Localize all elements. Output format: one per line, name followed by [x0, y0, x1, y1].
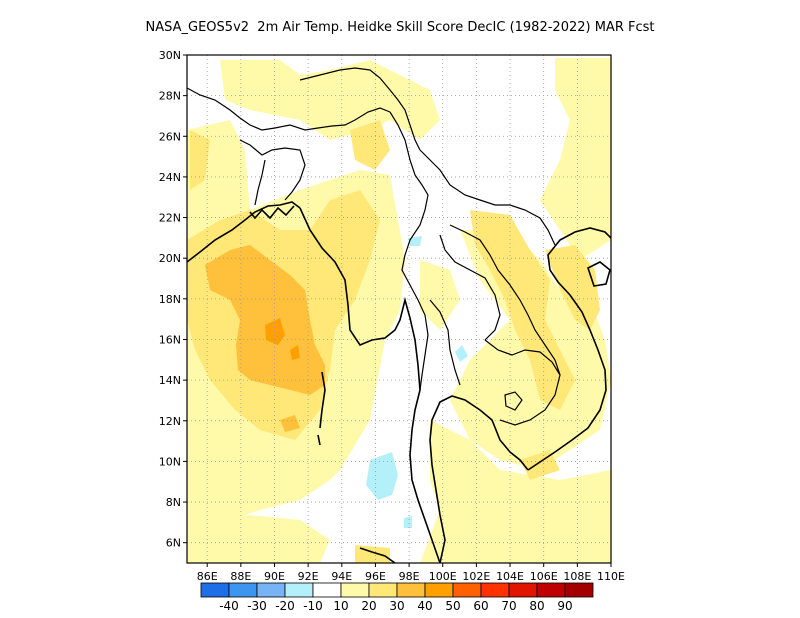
colorbar-swatch: [312, 582, 342, 598]
lon-tick-label: 102E: [462, 570, 490, 583]
shade-medium-ne: [350, 120, 390, 170]
colorbar-swatch: [256, 582, 286, 598]
shade-negative-sea: [366, 452, 398, 500]
colorbar-label: 10: [333, 599, 348, 613]
colorbar-swatch: [228, 582, 258, 598]
colorbar-label: -20: [275, 599, 295, 613]
lat-tick-label: 28N: [159, 90, 181, 103]
lat-tick-label: 30N: [159, 49, 181, 62]
colorbar-label: 40: [417, 599, 432, 613]
lat-tick-label: 24N: [159, 171, 181, 184]
colorbar: -40 -30 -20 -10 10 20 30 40 50 60 70 80 90: [200, 582, 594, 613]
shade-medium-coast: [545, 245, 600, 330]
border-thai-inner: [429, 299, 461, 386]
lon-tick-label: 94E: [331, 570, 352, 583]
colorbar-swatch: [452, 582, 482, 598]
border-cambodia: [484, 339, 561, 426]
lon-tick-label: 110E: [597, 570, 625, 583]
border-himalaya: [187, 87, 391, 131]
colorbar-swatch: [564, 582, 594, 598]
borders: [187, 67, 561, 426]
colorbar-swatch: [424, 582, 454, 598]
shade-light-ne: [540, 58, 611, 260]
border-bangladesh-east: [254, 159, 266, 206]
lon-tick-label: 108E: [563, 570, 591, 583]
chart-title: NASA_GEOS5v2 2m Air Temp. Heidke Skill S…: [145, 20, 655, 35]
lon-tick-label: 106E: [530, 570, 558, 583]
colorbar-swatch: [368, 582, 398, 598]
lat-tick-label: 12N: [159, 415, 181, 428]
lon-tick-label: 88E: [230, 570, 251, 583]
coastline-delta: [249, 205, 295, 220]
lon-tick-label: 98E: [399, 570, 420, 583]
colorbar-swatch: [284, 582, 314, 598]
coastline-gulf: [429, 395, 529, 563]
shade-light-north: [220, 60, 440, 140]
lat-tick-label: 14N: [159, 374, 181, 387]
lat-tick-label: 22N: [159, 212, 181, 225]
border-bangladesh: [239, 139, 306, 201]
lon-tick-label: 104E: [496, 570, 524, 583]
shade-light-east-river: [420, 260, 460, 330]
axis-labels: 6N 8N 10N 12N 14N 16N 18N 20N 22N 24N 26N 28N 30N 86E…: [159, 49, 625, 583]
lon-tick-label: 92E: [298, 570, 319, 583]
colorbar-label: 80: [529, 599, 544, 613]
lon-tick-label: 96E: [365, 570, 386, 583]
lake-tonle-sap: [504, 391, 523, 411]
colorbar-label: 50: [445, 599, 460, 613]
coastline-india-east: [187, 201, 301, 263]
shade-medium-north: [190, 130, 210, 190]
border-thai-laos: [439, 234, 501, 341]
border-china-south: [419, 149, 556, 246]
coastlines: [187, 201, 611, 563]
grid-lines: [187, 55, 611, 563]
coastline-myanmar: [299, 207, 441, 563]
shade-peak-2: [290, 345, 300, 360]
colorbar-label: 30: [389, 599, 404, 613]
lat-tick-label: 16N: [159, 333, 181, 346]
lat-tick-label: 8N: [166, 496, 181, 509]
coastline-andaman: [317, 371, 326, 446]
plot-frame: [186, 54, 612, 564]
colorbar-label: -30: [247, 599, 267, 613]
shading-layer: [187, 58, 611, 563]
border-myanmar-thai: [417, 299, 429, 391]
coastline-hainan: [587, 261, 611, 287]
lat-tick-label: 6N: [166, 537, 181, 550]
lon-tick-label: 86E: [197, 570, 218, 583]
colorbar-swatch: [200, 582, 230, 598]
shade-light-south: [420, 420, 611, 563]
colorbar-label: -10: [303, 599, 323, 613]
colorbar-label: 60: [473, 599, 488, 613]
border-myanmar-china: [389, 111, 429, 301]
shade-negative-small: [404, 516, 412, 528]
border-laos: [449, 224, 561, 376]
colorbar-swatch: [508, 582, 538, 598]
coastline-vietnam: [527, 227, 611, 471]
shade-medium-kalimantan: [520, 450, 560, 480]
shade-strong-small: [280, 415, 300, 432]
shade-light-sw: [187, 515, 330, 563]
lat-tick-label: 26N: [159, 130, 181, 143]
shade-negative-thai: [455, 345, 468, 362]
lon-tick-label: 90E: [264, 570, 285, 583]
lat-tick-label: 10N: [159, 455, 181, 468]
border-tibet: [299, 67, 421, 151]
lat-tick-label: 20N: [159, 252, 181, 265]
colorbar-label: -40: [219, 599, 239, 613]
colorbar-label: 90: [557, 599, 572, 613]
colorbar-swatch: [536, 582, 566, 598]
coastline-sumatra: [359, 547, 396, 563]
colorbar-label: 70: [501, 599, 516, 613]
lon-tick-label: 100E: [429, 570, 457, 583]
colorbar-swatch: [480, 582, 510, 598]
colorbar-swatch: [340, 582, 370, 598]
colorbar-swatch: [396, 582, 426, 598]
colorbar-label: 20: [361, 599, 376, 613]
lat-tick-label: 18N: [159, 293, 181, 306]
shade-peak: [265, 318, 285, 345]
